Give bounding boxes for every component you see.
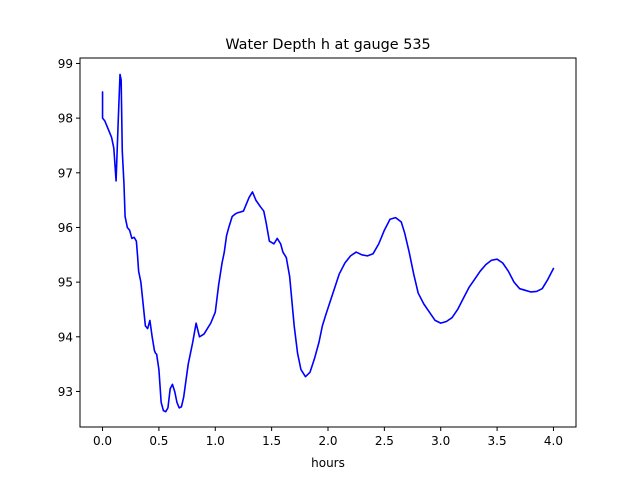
x-tick-label: 3.5 bbox=[488, 434, 507, 448]
x-tick-label: 0.0 bbox=[93, 434, 112, 448]
series-line-0 bbox=[101, 73, 555, 413]
chart-title: Water Depth h at gauge 535 bbox=[225, 37, 430, 53]
x-tick-label: 2.0 bbox=[318, 434, 337, 448]
x-axis: 0.0 0.5 1.0 1.5 2.0 2.5 3.0 3.5 4.0 bbox=[93, 427, 563, 448]
x-tick-label: 2.5 bbox=[375, 434, 394, 448]
y-tick-label: 99 bbox=[58, 57, 73, 71]
y-tick-label: 93 bbox=[58, 385, 73, 399]
x-tick-label: 4.0 bbox=[544, 434, 563, 448]
plot-area bbox=[101, 73, 555, 413]
x-axis-label: hours bbox=[311, 456, 345, 470]
y-tick-label: 94 bbox=[58, 330, 73, 344]
y-tick-label: 98 bbox=[58, 112, 73, 126]
y-tick-label: 95 bbox=[58, 276, 73, 290]
y-axis: 93 94 95 96 97 98 99 bbox=[58, 57, 80, 399]
y-tick-label: 97 bbox=[58, 166, 73, 180]
x-tick-label: 0.5 bbox=[149, 434, 168, 448]
x-tick-label: 1.0 bbox=[206, 434, 225, 448]
y-tick-label: 96 bbox=[58, 221, 73, 235]
x-tick-label: 3.0 bbox=[431, 434, 450, 448]
x-tick-label: 1.5 bbox=[262, 434, 281, 448]
